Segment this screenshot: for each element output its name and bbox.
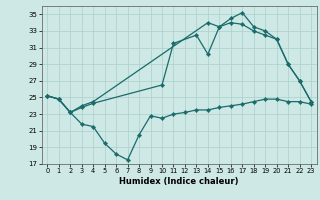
X-axis label: Humidex (Indice chaleur): Humidex (Indice chaleur) xyxy=(119,177,239,186)
